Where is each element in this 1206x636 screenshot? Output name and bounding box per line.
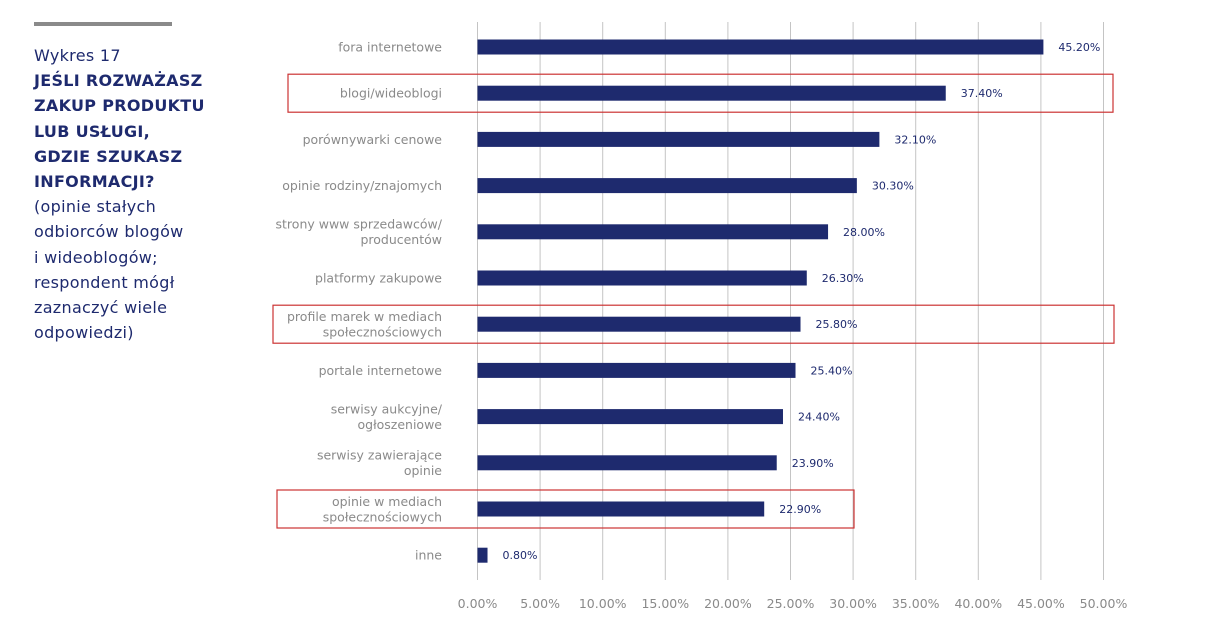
category-label: serwisy zawierające	[317, 448, 442, 463]
chart-title-line-2: ZAKUP PRODUKTU	[34, 96, 205, 116]
category-label: strony www sprzedawców/	[276, 217, 443, 232]
bar	[477, 270, 807, 286]
bar	[477, 85, 946, 101]
value-label: 25.40%	[811, 364, 853, 377]
value-label: 24.40%	[798, 411, 840, 424]
x-tick-label: 20.00%	[704, 596, 752, 611]
value-label: 32.10%	[894, 133, 936, 146]
bar	[477, 178, 857, 194]
bar	[477, 501, 765, 517]
category-label: profile marek w mediach	[287, 309, 442, 324]
bar	[477, 362, 796, 378]
chart-title-line-5: INFORMACJI?	[34, 172, 155, 192]
x-tick-label: 0.00%	[458, 596, 498, 611]
figure-number: Wykres 17	[34, 46, 121, 65]
highlight-box	[276, 489, 855, 529]
chart-note-line-4: respondent mógł	[34, 272, 175, 292]
category-label: porównywarki cenowe	[303, 132, 443, 147]
category-label: fora internetowe	[338, 40, 442, 55]
category-label: społecznościowych	[323, 509, 442, 524]
decorative-top-rule	[34, 22, 172, 26]
category-label: serwisy aukcyjne/	[331, 401, 443, 416]
value-label: 30.30%	[872, 180, 914, 193]
x-tick-label: 15.00%	[641, 596, 689, 611]
category-label: producentów	[360, 232, 442, 247]
value-label: 37.40%	[961, 87, 1003, 100]
category-label: ogłoszeniowe	[357, 417, 442, 432]
chart-title-line-4: GDZIE SZUKASZ	[34, 146, 183, 166]
x-tick-label: 45.00%	[1017, 596, 1065, 611]
value-label: 0.80%	[503, 549, 538, 562]
category-label: społecznościowych	[323, 324, 442, 339]
x-tick-label: 35.00%	[892, 596, 940, 611]
x-tick-label: 40.00%	[954, 596, 1002, 611]
bar	[477, 547, 488, 563]
bar	[477, 131, 880, 147]
category-label: opinie rodziny/znajomych	[282, 178, 442, 193]
chart-note-line-1: (opinie stałych	[34, 197, 157, 217]
value-label: 26.30%	[822, 272, 864, 285]
chart-note-line-3: i wideoblogów;	[34, 247, 158, 267]
bar	[477, 316, 801, 332]
category-label: opinie	[404, 463, 442, 478]
chart-note-line-6: odpowiedzi)	[34, 323, 134, 343]
chart-title-line-1: JEŚLI ROZWAŻASZ	[34, 71, 203, 91]
bar	[477, 224, 829, 240]
chart-note-line-2: odbiorców blogów	[34, 222, 184, 242]
chart-title-line-3: LUB USŁUGI,	[34, 121, 151, 141]
x-tick-label: 50.00%	[1080, 596, 1128, 611]
x-tick-label: 10.00%	[579, 596, 627, 611]
bar	[477, 409, 783, 425]
value-label: 28.00%	[843, 226, 885, 239]
x-tick-label: 5.00%	[520, 596, 560, 611]
x-tick-label: 25.00%	[767, 596, 815, 611]
category-label: inne	[415, 548, 442, 563]
chart-caption: Wykres 17 JEŚLI ROZWAŻASZ ZAKUP PRODUKTU…	[34, 43, 224, 345]
highlight-box	[287, 73, 1114, 113]
value-label: 23.90%	[792, 457, 834, 470]
bar	[477, 39, 1044, 55]
bar	[477, 455, 777, 471]
value-label: 45.20%	[1058, 41, 1100, 54]
category-label: portale internetowe	[319, 363, 443, 378]
x-tick-label: 30.00%	[829, 596, 877, 611]
category-label: opinie w mediach	[332, 494, 442, 509]
value-label: 25.80%	[816, 318, 858, 331]
highlight-box	[272, 304, 1115, 344]
category-label: platformy zakupowe	[315, 271, 442, 286]
value-label: 22.90%	[779, 503, 821, 516]
chart-note-line-5: zaznaczyć wiele	[34, 298, 168, 318]
category-label: blogi/wideoblogi	[340, 86, 442, 101]
